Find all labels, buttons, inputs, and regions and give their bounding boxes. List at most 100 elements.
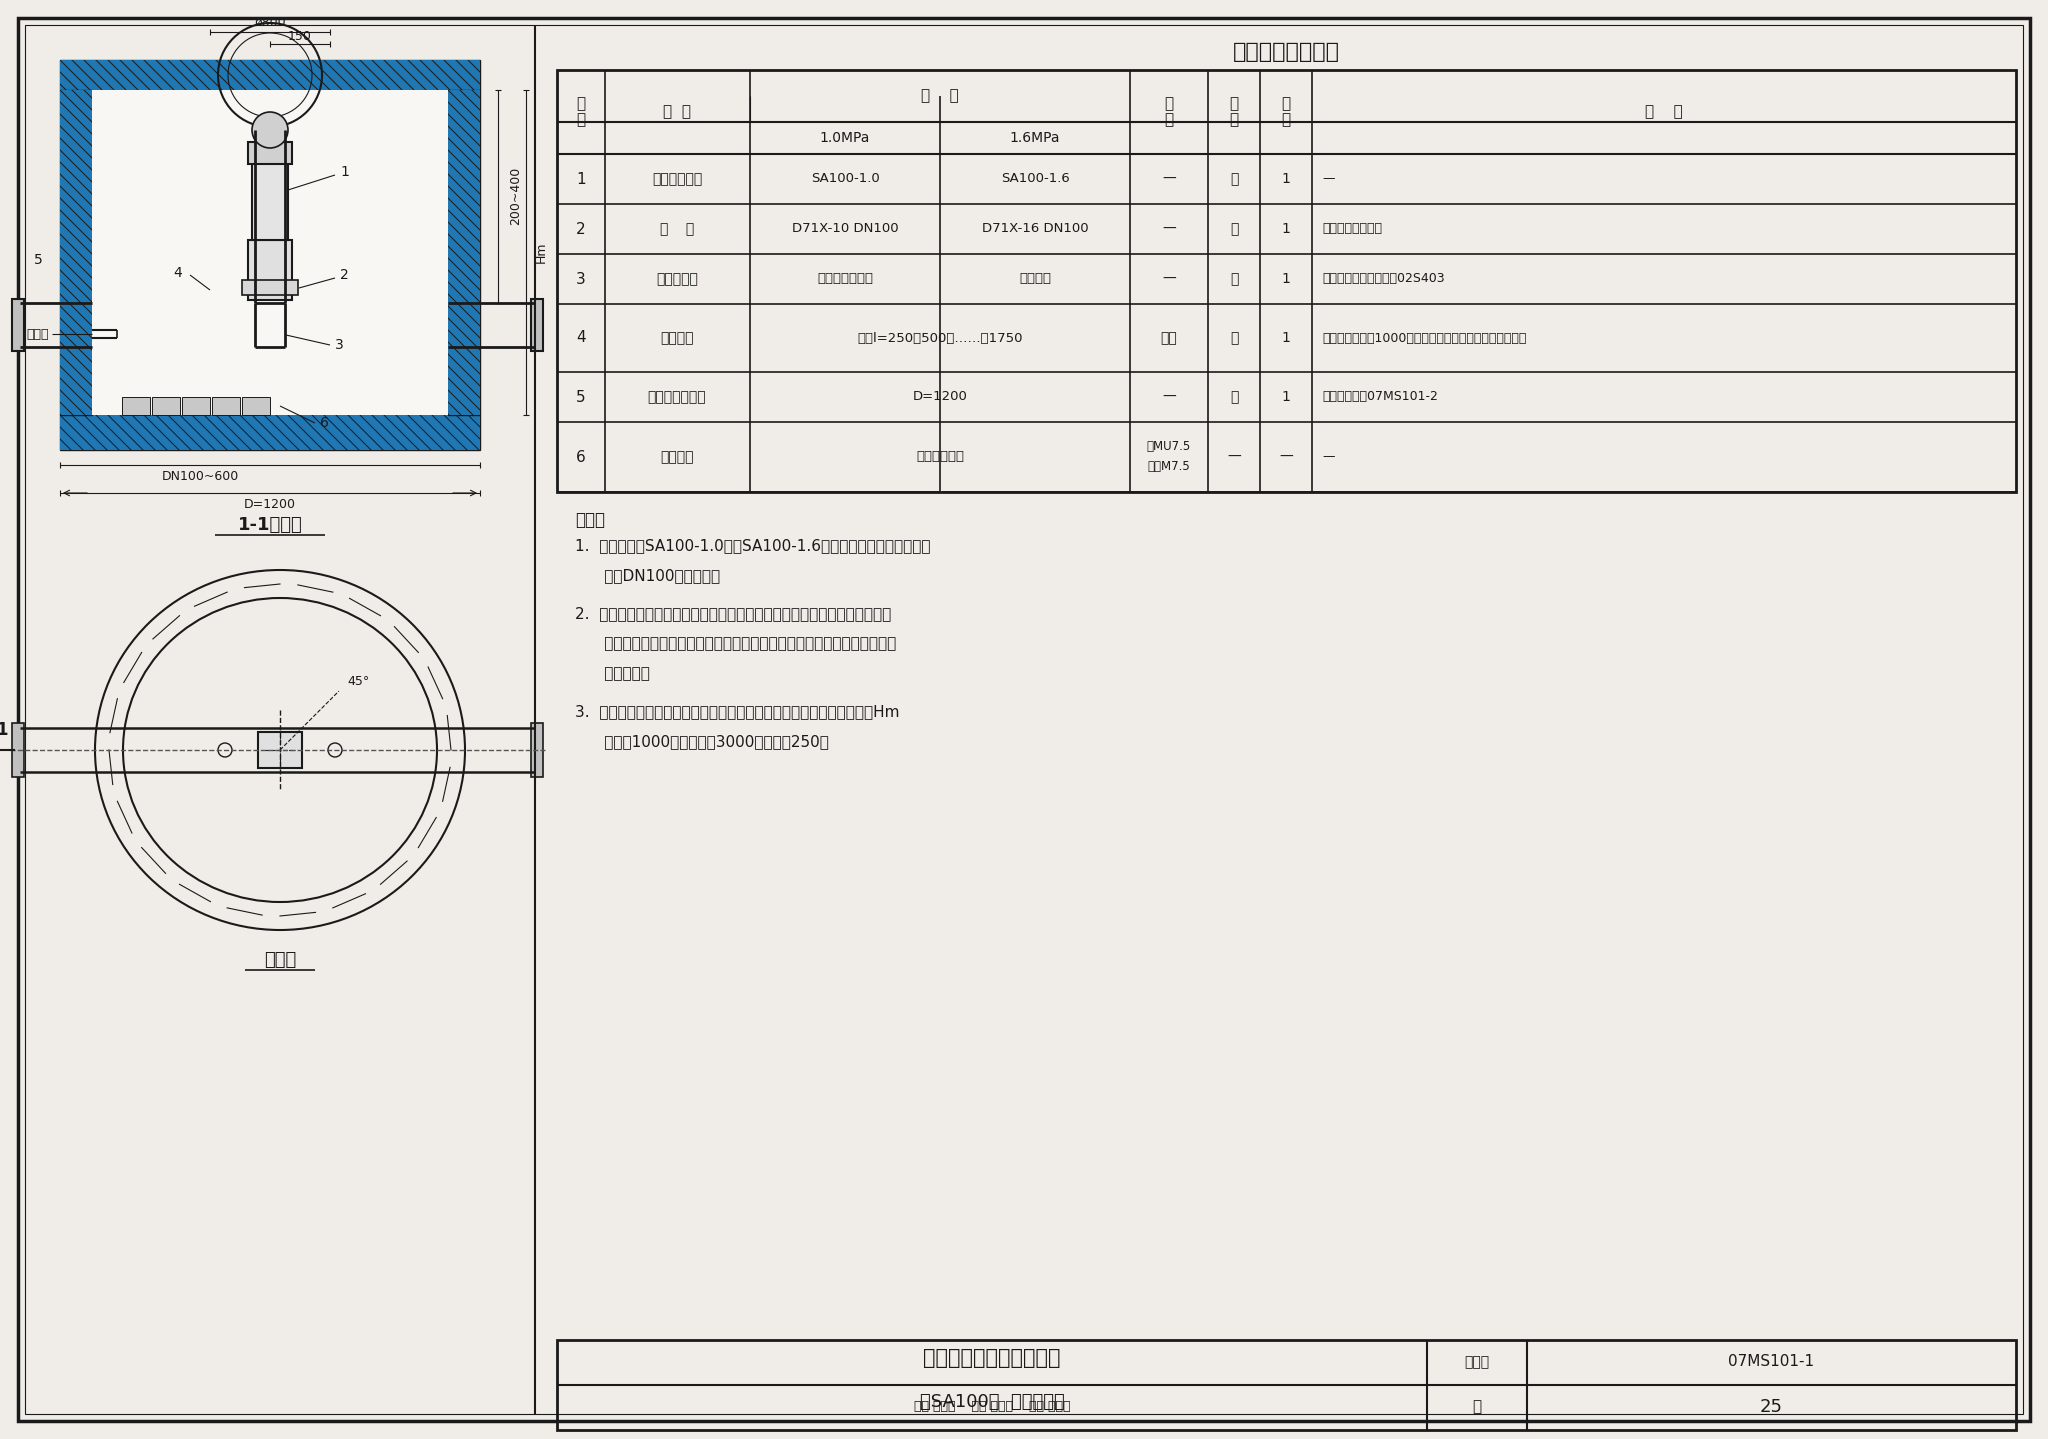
Bar — [248, 240, 293, 299]
Text: 1: 1 — [1282, 331, 1290, 345]
Text: 砖MU7.5: 砖MU7.5 — [1147, 440, 1192, 453]
Text: 消火栓三通: 消火栓三通 — [655, 272, 698, 286]
Text: 1: 1 — [1282, 272, 1290, 286]
Text: 1: 1 — [575, 171, 586, 187]
Text: 1: 1 — [340, 165, 348, 178]
Text: D71X-10 DN100: D71X-10 DN100 — [793, 223, 899, 236]
Bar — [248, 142, 293, 164]
Text: 45°: 45° — [348, 675, 371, 688]
Bar — [252, 160, 289, 240]
Text: 材: 材 — [1165, 96, 1174, 111]
Bar — [59, 414, 479, 450]
Text: 图集号: 图集号 — [1464, 1356, 1489, 1368]
Text: 数: 数 — [1282, 96, 1290, 111]
Text: 量: 量 — [1282, 112, 1290, 128]
Bar — [123, 397, 150, 414]
Text: 法兰接管: 法兰接管 — [659, 331, 694, 345]
Text: 邒制三通: 邒制三通 — [1020, 272, 1051, 285]
Bar — [59, 414, 479, 450]
Text: 个: 个 — [1229, 222, 1239, 236]
Text: 圆形立式闸阀井: 圆形立式闸阀井 — [647, 390, 707, 404]
Text: 6: 6 — [575, 449, 586, 465]
Text: 3.  根据管道埋深的不同，可选用不同长度的法兰接管，使管道覆土深度Hm: 3. 根据管道埋深的不同，可选用不同长度的法兰接管，使管道覆土深度Hm — [575, 705, 899, 720]
Text: 2.  邒制三通内壁采用水泥砂浆防腐，或采用饮水容器内壁环氧涂料防腐；外: 2. 邒制三通内壁采用水泥砂浆防腐，或采用饮水容器内壁环氧涂料防腐；外 — [575, 606, 891, 622]
Text: 200~400: 200~400 — [510, 167, 522, 224]
Bar — [938, 422, 942, 492]
Bar — [59, 60, 479, 91]
Text: SA100-1.0: SA100-1.0 — [811, 173, 879, 186]
Bar — [92, 91, 449, 414]
Text: —: — — [1323, 173, 1335, 186]
Text: 页: 页 — [1473, 1400, 1481, 1415]
Text: 管道覆土深度为1000时无此件，接管长度由设计人员选定: 管道覆土深度为1000时无此件，接管长度由设计人员选定 — [1323, 331, 1526, 344]
Bar — [59, 91, 92, 414]
Text: 2: 2 — [340, 268, 348, 282]
Text: 套: 套 — [1229, 173, 1239, 186]
Text: 主要设备及材料表: 主要设备及材料表 — [1233, 42, 1339, 62]
Text: —: — — [1227, 450, 1241, 463]
Text: —: — — [1161, 173, 1176, 186]
Bar — [152, 397, 180, 414]
Text: D71X-16 DN100: D71X-16 DN100 — [981, 223, 1087, 236]
Text: 单: 单 — [1229, 96, 1239, 111]
Text: 规    格: 规 格 — [922, 89, 958, 104]
Bar — [449, 91, 479, 414]
Text: 一个DN100的出水口。: 一个DN100的出水口。 — [575, 568, 721, 583]
Text: 个: 个 — [1229, 331, 1239, 345]
Text: 4: 4 — [575, 331, 586, 345]
Text: 2: 2 — [575, 222, 586, 236]
Text: 3: 3 — [336, 338, 344, 353]
Text: 1.6MPa: 1.6MPa — [1010, 131, 1061, 145]
Text: 5: 5 — [575, 390, 586, 404]
Text: 可以从1000逐档加高到3000，每档为250。: 可以从1000逐档加高到3000，每档为250。 — [575, 734, 829, 750]
Text: 审核 金学素    校对 韩振旺    设计 刘小琳: 审核 金学素 校对 韩振旺 设计 刘小琳 — [913, 1400, 1071, 1413]
Text: 25: 25 — [1759, 1399, 1782, 1416]
Text: 1-1剖面图: 1-1剖面图 — [238, 517, 303, 534]
Bar — [59, 91, 92, 414]
Text: 长度l=250，500，……，1750: 长度l=250，500，……，1750 — [858, 331, 1022, 344]
Text: —: — — [1161, 222, 1176, 236]
Text: 邒制三通详见国标图集02S403: 邒制三通详见国标图集02S403 — [1323, 272, 1444, 285]
Text: SA100-1.6: SA100-1.6 — [1001, 173, 1069, 186]
Text: 07MS101-1: 07MS101-1 — [1729, 1354, 1815, 1370]
Text: 6: 6 — [319, 416, 330, 430]
Text: 位: 位 — [1229, 112, 1239, 128]
Bar — [938, 304, 942, 373]
Text: 计人确定。: 计人确定。 — [575, 666, 649, 682]
Text: 座: 座 — [1229, 390, 1239, 404]
Text: （SA100型  干管安装）: （SA100型 干管安装） — [920, 1393, 1065, 1412]
Text: 1: 1 — [1282, 222, 1290, 236]
Text: 1: 1 — [1282, 390, 1290, 404]
Bar — [59, 60, 479, 91]
Text: D=1200: D=1200 — [244, 498, 297, 511]
Text: Hm: Hm — [535, 242, 547, 263]
Bar — [213, 397, 240, 414]
Text: 详见国标图集07MS101-2: 详见国标图集07MS101-2 — [1323, 390, 1438, 403]
Bar — [557, 1340, 2015, 1430]
Bar — [938, 373, 942, 422]
Circle shape — [252, 112, 289, 148]
Bar — [530, 722, 543, 777]
Text: 4: 4 — [174, 266, 182, 281]
Text: 与消火栓配套供应: 与消火栓配套供应 — [1323, 223, 1382, 236]
Text: 1: 1 — [0, 721, 8, 740]
Text: —: — — [1280, 450, 1292, 463]
Text: —: — — [1323, 450, 1335, 463]
Bar — [449, 91, 479, 414]
Text: —: — — [1161, 390, 1176, 404]
Text: 砂浆M7.5: 砂浆M7.5 — [1147, 460, 1190, 473]
Bar — [530, 299, 543, 351]
Text: 个: 个 — [1229, 272, 1239, 286]
Text: ø800: ø800 — [254, 16, 287, 29]
Text: 名  称: 名 称 — [664, 105, 690, 119]
Text: 泄水口: 泄水口 — [27, 328, 49, 341]
Text: 说明：: 说明： — [575, 511, 604, 530]
Bar — [242, 281, 299, 295]
Text: 编: 编 — [575, 96, 586, 111]
Text: 铸铁: 铸铁 — [1161, 331, 1178, 345]
Text: 1: 1 — [1282, 173, 1290, 186]
Bar — [557, 71, 2015, 492]
Text: 地下式消火栓: 地下式消火栓 — [651, 173, 702, 186]
Text: 壁涂氥青冷底子油两道，热氥青两道。其余管道和管件等的防腐做法由设: 壁涂氥青冷底子油两道，热氥青两道。其余管道和管件等的防腐做法由设 — [575, 636, 897, 652]
Text: 料: 料 — [1165, 112, 1174, 128]
